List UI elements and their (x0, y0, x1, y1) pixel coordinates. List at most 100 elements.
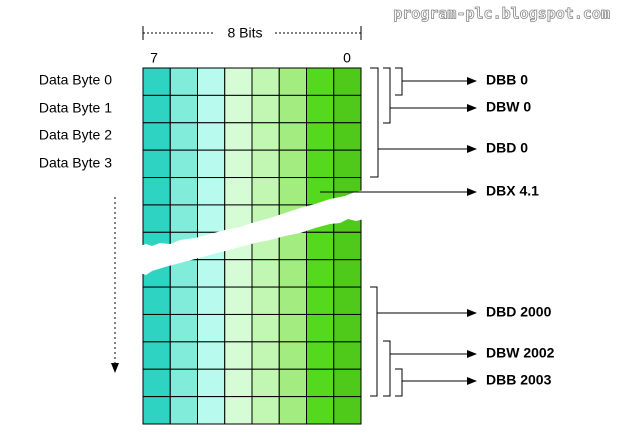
bit-cell (224, 396, 253, 425)
bit-cell (197, 341, 226, 370)
bit-cell (251, 94, 280, 124)
bit-cell (169, 122, 198, 151)
bit-cell (197, 204, 226, 233)
output-label: DBW 2002 (486, 345, 555, 361)
row-label: Data Byte 1 (39, 100, 112, 116)
bit-cell (306, 122, 335, 151)
output-label: DBX 4.1 (486, 183, 539, 199)
bit-cell (169, 396, 198, 425)
bit-cell (142, 341, 171, 370)
bit-cell (251, 67, 280, 96)
bit-cell (197, 122, 226, 151)
watermark: program-plc.blogspot.com (393, 5, 610, 23)
bit-cell (278, 396, 307, 425)
output-label: DBB 2003 (486, 372, 552, 388)
bit-cell (306, 259, 335, 288)
bit-cell (169, 341, 198, 370)
bit-cell (197, 67, 226, 96)
row-label: Data Byte 2 (39, 127, 112, 143)
bit-cell (278, 177, 307, 206)
bit-cell (251, 368, 280, 398)
bit-cell (169, 286, 198, 315)
bit-cell (224, 149, 253, 179)
bit-cell (333, 67, 362, 96)
bit-cell (251, 149, 280, 179)
bit-cell (306, 94, 335, 124)
break (140, 190, 364, 275)
bit-cell (142, 94, 171, 124)
bit-cell (333, 94, 362, 124)
bit-cell (224, 177, 253, 206)
bit-cell (142, 149, 171, 179)
bit-cell (224, 67, 253, 96)
bit-cell (197, 177, 226, 206)
bit-cell (197, 313, 226, 343)
output-label: DBB 0 (486, 72, 528, 88)
bit-cell (333, 396, 362, 425)
bit-cell (251, 177, 280, 206)
bit-cell (333, 149, 362, 179)
bit-cell (169, 94, 198, 124)
row-label: Data Byte 0 (39, 72, 112, 88)
bit-cell (197, 149, 226, 179)
bit-cell (251, 396, 280, 425)
bit-cell (306, 313, 335, 343)
bit-cell (333, 259, 362, 288)
bit-cell (142, 122, 171, 151)
bit-cell (142, 396, 171, 425)
bit-cell (278, 149, 307, 179)
bit-cell (224, 286, 253, 315)
row-label: Data Byte 3 (39, 155, 112, 171)
bit-cell (333, 368, 362, 398)
bit-cell (306, 368, 335, 398)
bits-dimension (142, 26, 362, 40)
bit-cell (224, 341, 253, 370)
bit-cell (251, 122, 280, 151)
bit-cell (169, 149, 198, 179)
bit-cell (224, 313, 253, 343)
bit-cell (278, 286, 307, 315)
bit-cell (251, 259, 280, 288)
bit-cell (224, 368, 253, 398)
bit-cell (306, 341, 335, 370)
bit-cell (197, 259, 226, 288)
bit-cell (278, 341, 307, 370)
bit-cell (306, 67, 335, 96)
bit-high: 7 (150, 50, 158, 66)
byte-grid (142, 67, 362, 425)
output-label: DBD 0 (486, 140, 528, 156)
bit-cell (197, 286, 226, 315)
bit-cell (142, 368, 171, 398)
bit-cell (224, 122, 253, 151)
bit-cell (278, 313, 307, 343)
bit-cell (278, 231, 307, 261)
bit-cell (251, 341, 280, 370)
bit-cell (197, 94, 226, 124)
bit-cell (224, 259, 253, 288)
bit-cell (333, 122, 362, 151)
bit-cell (142, 177, 171, 206)
bit-cell (197, 396, 226, 425)
bit-cell (306, 286, 335, 315)
bit-cell (333, 231, 362, 261)
bit-cell (306, 231, 335, 261)
bit-cell (278, 259, 307, 288)
bit-cell (251, 313, 280, 343)
bit-cell (197, 368, 226, 398)
bit-cell (278, 67, 307, 96)
bit-cell (142, 313, 171, 343)
brackets (320, 67, 477, 397)
bit-cell (278, 368, 307, 398)
bit-cell (142, 204, 171, 233)
bit-cell (142, 286, 171, 315)
bit-cell (169, 313, 198, 343)
bit-cell (169, 67, 198, 96)
bits-label: 8 Bits (227, 25, 262, 41)
bit-cell (224, 94, 253, 124)
bit-cell (278, 94, 307, 124)
bit-cell (278, 122, 307, 151)
bit-cell (333, 313, 362, 343)
output-label: DBD 2000 (486, 304, 552, 320)
bit-low: 0 (343, 50, 351, 66)
